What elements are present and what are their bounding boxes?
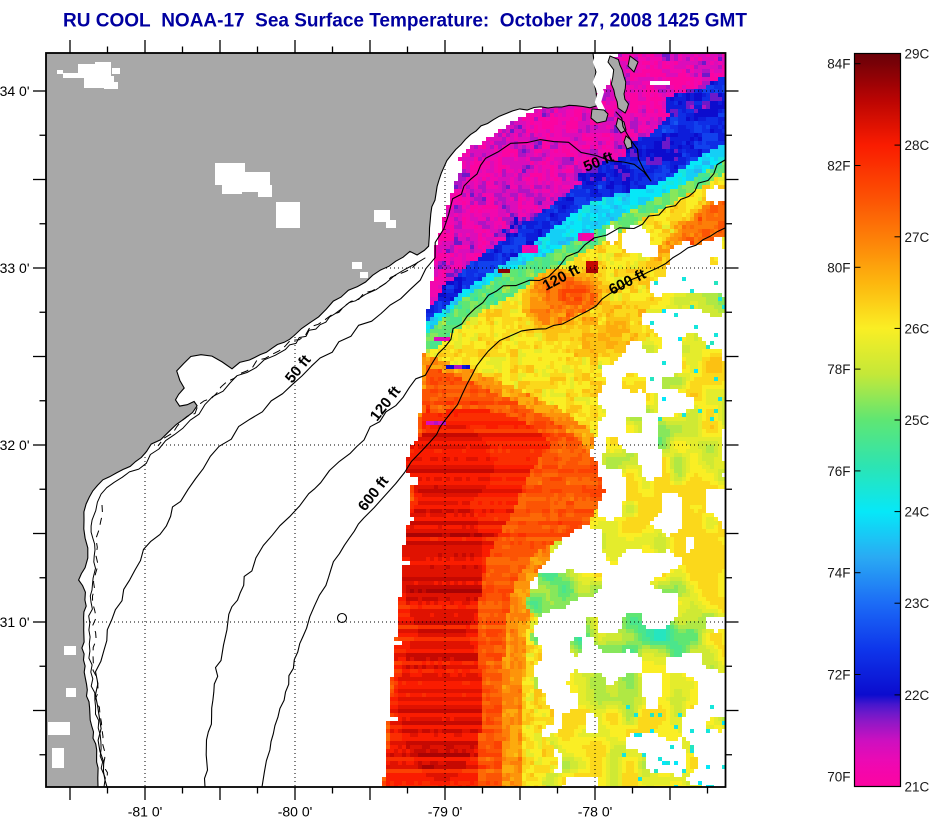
svg-text:26C: 26C (905, 321, 930, 336)
svg-text:74F: 74F (827, 566, 850, 581)
svg-text:31 0': 31 0' (0, 614, 30, 630)
svg-text:21C: 21C (905, 780, 930, 795)
svg-text:22C: 22C (905, 688, 930, 703)
svg-text:76F: 76F (827, 464, 850, 479)
svg-text:RU COOL NOAA-17 Sea Surface: RU COOL NOAA-17 Sea Surface Temperature:… (63, 11, 747, 32)
svg-text:78F: 78F (827, 362, 850, 377)
svg-text:80F: 80F (827, 260, 850, 275)
svg-text:-79 0': -79 0' (428, 804, 463, 817)
svg-text:82F: 82F (827, 159, 850, 174)
svg-text:24C: 24C (905, 505, 930, 520)
svg-text:25C: 25C (905, 413, 930, 428)
svg-text:29C: 29C (905, 47, 930, 62)
svg-text:34 0': 34 0' (0, 83, 30, 99)
svg-text:33 0': 33 0' (0, 260, 30, 276)
svg-text:32 0': 32 0' (0, 437, 30, 453)
svg-text:70F: 70F (827, 769, 850, 784)
svg-text:-78 0': -78 0' (578, 804, 613, 817)
svg-text:27C: 27C (905, 230, 930, 245)
svg-text:84F: 84F (827, 57, 850, 72)
svg-text:-80 0': -80 0' (278, 804, 313, 817)
svg-text:72F: 72F (827, 668, 850, 683)
svg-text:23C: 23C (905, 596, 930, 611)
svg-text:-81 0': -81 0' (128, 804, 163, 817)
svg-text:28C: 28C (905, 138, 930, 153)
